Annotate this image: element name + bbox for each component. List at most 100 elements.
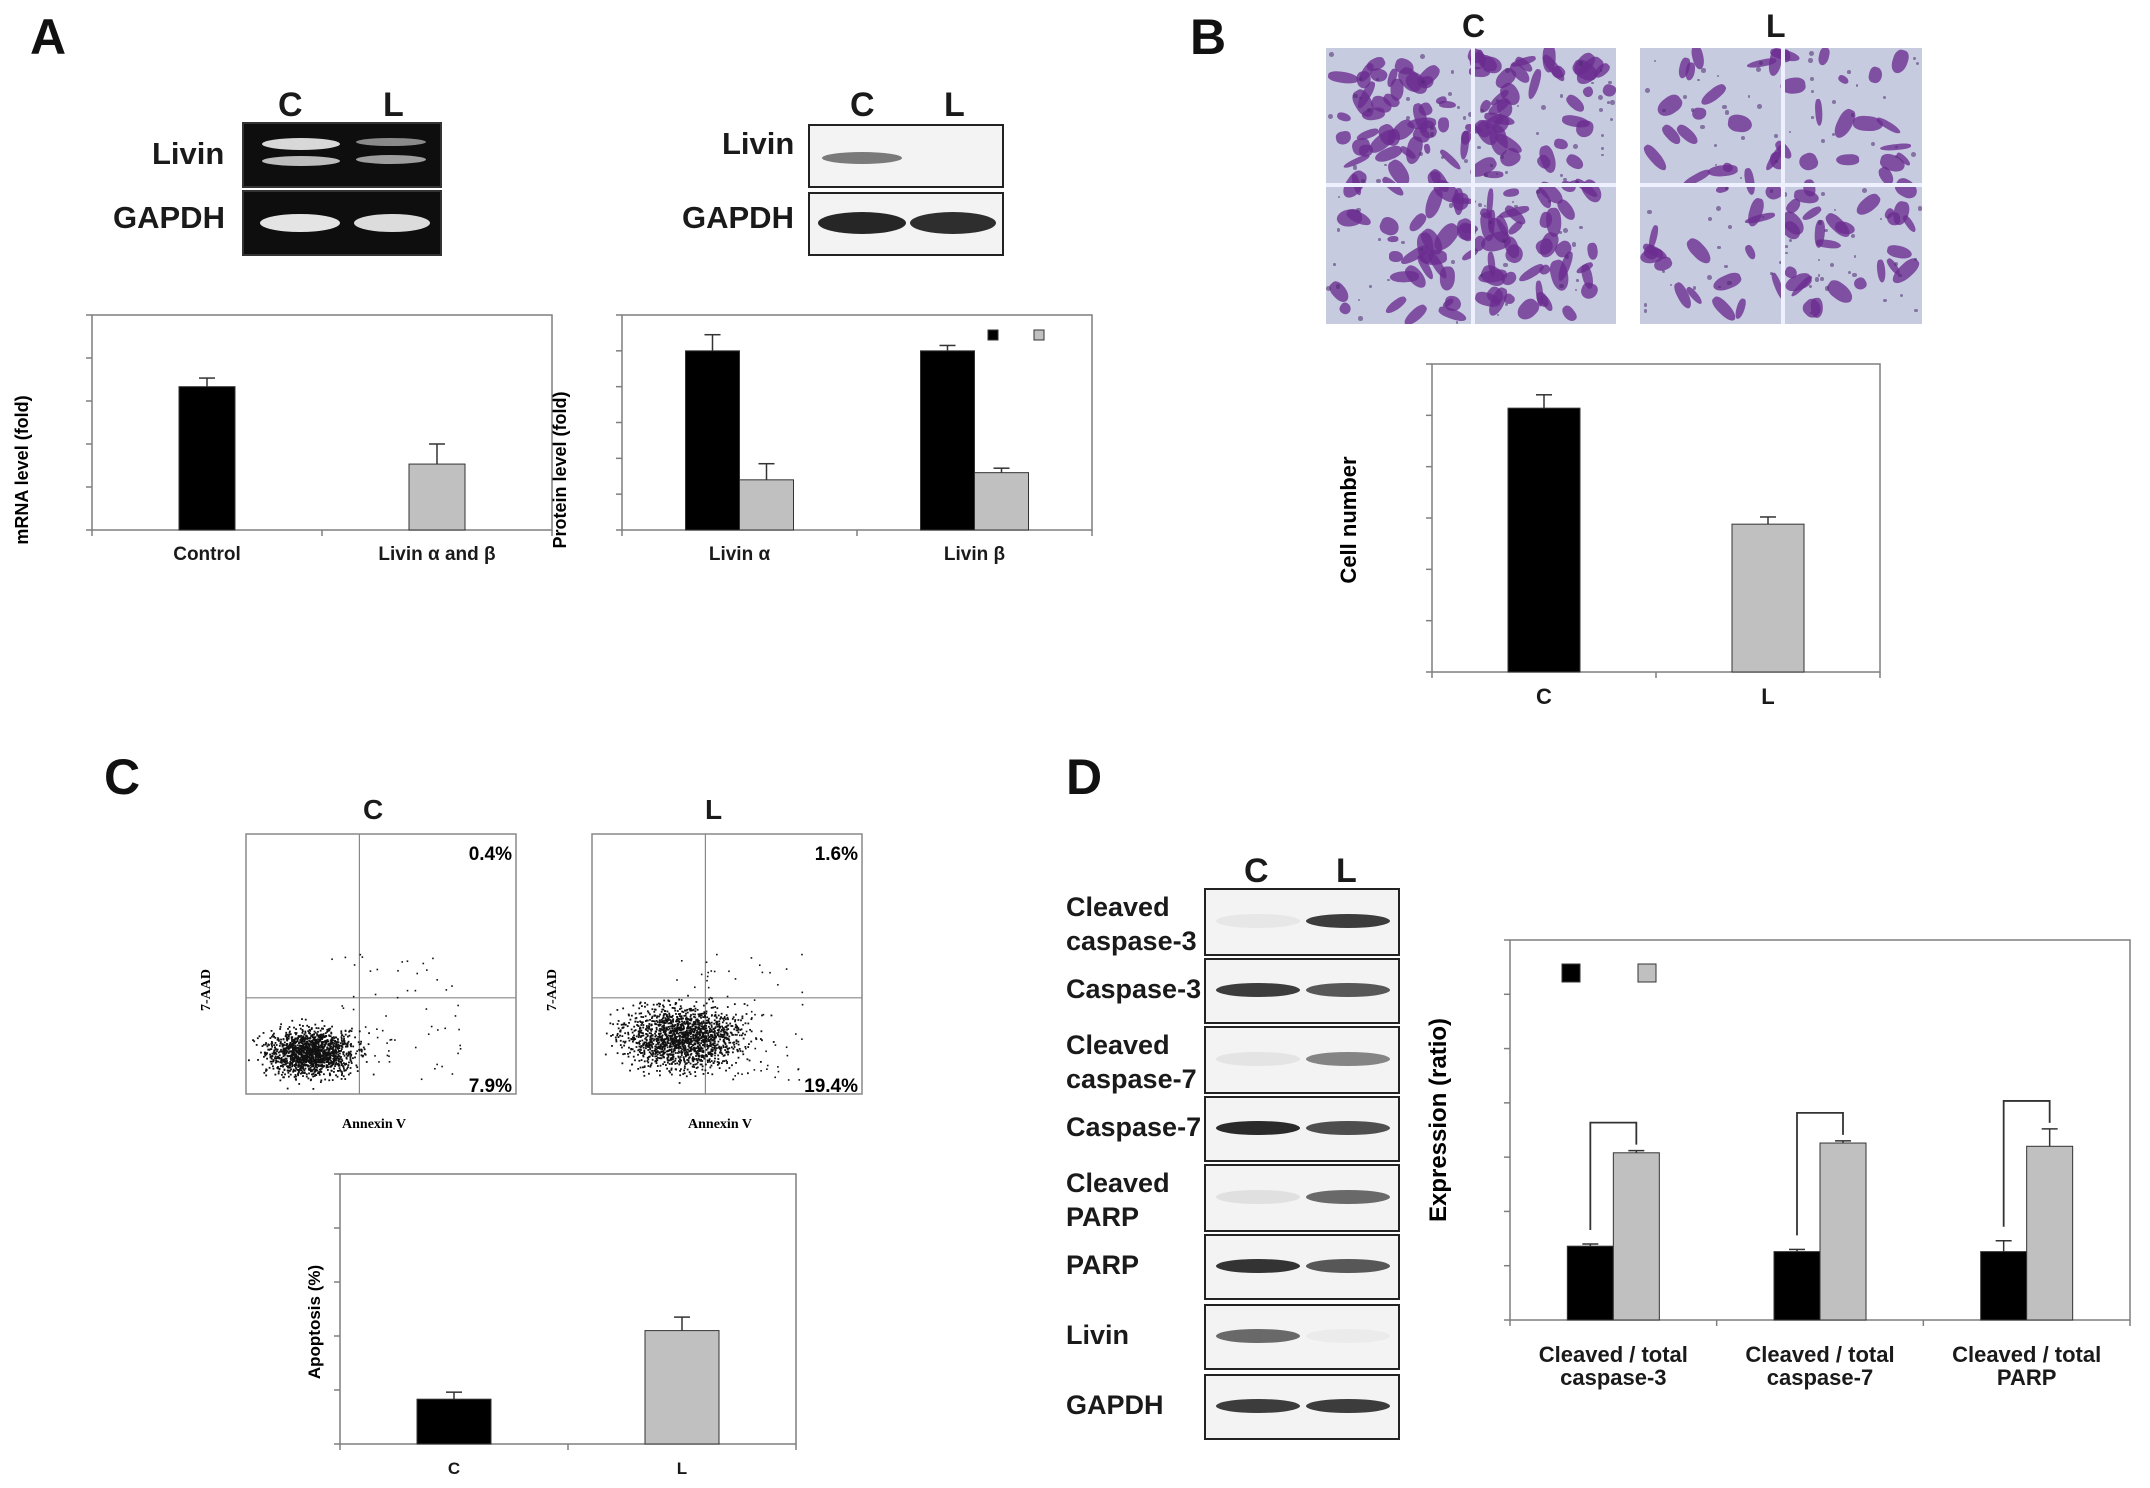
flow-event-dot [319, 1059, 322, 1062]
flow-event-dot [314, 1069, 317, 1072]
flow-event-dot [274, 1055, 277, 1058]
flow-event-dot [718, 1023, 720, 1026]
flow-event-dot [667, 1036, 669, 1039]
flow-event-dot [360, 1049, 363, 1051]
flow-event-dot [659, 1046, 662, 1048]
flow-event-dot [342, 1067, 345, 1070]
flow-event-dot [333, 1067, 335, 1070]
flow-event-dot [679, 1027, 682, 1030]
flow-event-dot [281, 1050, 284, 1053]
flow-event-dot [310, 1049, 313, 1052]
flow-event-dot [685, 1029, 688, 1032]
flow-event-dot [629, 1069, 631, 1072]
flow-event-dot [340, 1070, 343, 1073]
flow-event-dot [637, 1049, 640, 1052]
flow-event-dot [728, 1041, 731, 1044]
flow-event-dot [750, 1010, 753, 1013]
flow-event-dot [279, 1042, 282, 1045]
flow-event-dot [340, 1048, 343, 1050]
pore-dot [1833, 208, 1837, 212]
flow-event-dot [762, 1013, 765, 1016]
flow-event-dot [289, 1069, 292, 1072]
flow-event-dot [686, 1022, 689, 1025]
flow-event-dot [459, 1048, 462, 1050]
flow-event-dot [648, 1032, 651, 1035]
flow-event-dot [386, 1054, 389, 1057]
flow-event-dot [705, 1027, 708, 1030]
flow-event-dot [406, 960, 409, 963]
flow-event-dot [346, 1067, 349, 1070]
flow-event-dot [274, 1073, 277, 1076]
flow-event-dot [286, 1050, 289, 1053]
flow-event-dot [343, 1063, 346, 1065]
flow-event-dot [665, 1026, 668, 1029]
flow-event-dot [654, 1053, 657, 1055]
flow-event-dot [671, 1006, 674, 1009]
flow-event-dot [689, 1027, 692, 1030]
flow-event-dot [684, 1031, 687, 1034]
flow-event-dot [329, 1062, 332, 1065]
flow-event-dot [301, 1072, 303, 1074]
flow-event-dot [339, 1050, 342, 1052]
flow-event-dot [347, 1054, 350, 1057]
flow-event-dot [646, 1026, 649, 1029]
flow-event-dot [705, 1037, 708, 1040]
flow-event-dot [284, 1073, 286, 1076]
flow-event-dot [318, 1061, 320, 1064]
flow-event-dot [713, 1047, 716, 1050]
flow-event-dot [315, 1060, 318, 1063]
flow-event-dot [671, 1054, 674, 1057]
flow-event-dot [324, 1051, 327, 1054]
flow-event-dot [685, 1032, 688, 1034]
flow-event-dot [659, 1044, 662, 1047]
flow-event-dot [328, 1079, 331, 1082]
flow-event-dot [620, 1023, 623, 1026]
flow-event-dot [693, 1029, 696, 1032]
flow-event-dot [643, 1060, 646, 1063]
flow-event-dot [286, 1037, 289, 1040]
flow-event-dot [685, 1075, 688, 1078]
flow-event-dot [708, 1044, 710, 1047]
flow-event-dot [693, 1016, 695, 1018]
flow-event-dot [321, 1059, 324, 1062]
flow-event-dot [686, 1037, 689, 1040]
flow-event-dot [702, 1004, 705, 1007]
flow-event-dot [682, 1046, 685, 1048]
flow-event-dot [662, 1056, 665, 1058]
flow-event-dot [726, 1032, 728, 1035]
flow-event-dot [284, 1052, 287, 1055]
flow-event-dot [281, 1060, 283, 1063]
flow-event-dot [655, 1028, 658, 1031]
flow-event-dot [662, 1004, 664, 1007]
flow-event-dot [673, 1048, 676, 1051]
flow-event-dot [332, 1054, 335, 1057]
stained-cell [1327, 70, 1360, 85]
flow-event-dot [314, 1031, 317, 1034]
flow-event-dot [723, 1060, 726, 1062]
flow-event-dot [700, 1037, 702, 1040]
flow-event-dot [669, 1057, 672, 1060]
bar [974, 472, 1029, 531]
flow-event-dot [337, 1048, 340, 1050]
flow-event-dot [735, 1042, 738, 1045]
flow-event-dot [702, 1038, 704, 1041]
flow-event-dot [682, 1021, 685, 1024]
flow-event-dot [669, 1043, 672, 1046]
flow-event-dot [682, 1073, 685, 1075]
flow-event-dot [314, 1053, 317, 1056]
flow-event-dot [642, 1044, 645, 1046]
flow-event-dot [645, 1025, 648, 1027]
flow-event-dot [340, 1056, 342, 1058]
flow-event-dot [300, 1065, 303, 1068]
flow-event-dot [297, 1074, 300, 1077]
flow-event-dot [689, 1019, 691, 1022]
flow-event-dot [359, 1042, 362, 1045]
flow-event-dot [658, 1005, 661, 1008]
flow-event-dot [293, 1076, 296, 1078]
flow-event-dot [340, 1034, 343, 1037]
flow-event-dot [315, 1053, 318, 1056]
flow-event-dot [303, 1069, 306, 1072]
flow-event-dot [713, 1029, 716, 1032]
category-label: Control [173, 544, 241, 565]
flow-event-dot [718, 1028, 720, 1031]
